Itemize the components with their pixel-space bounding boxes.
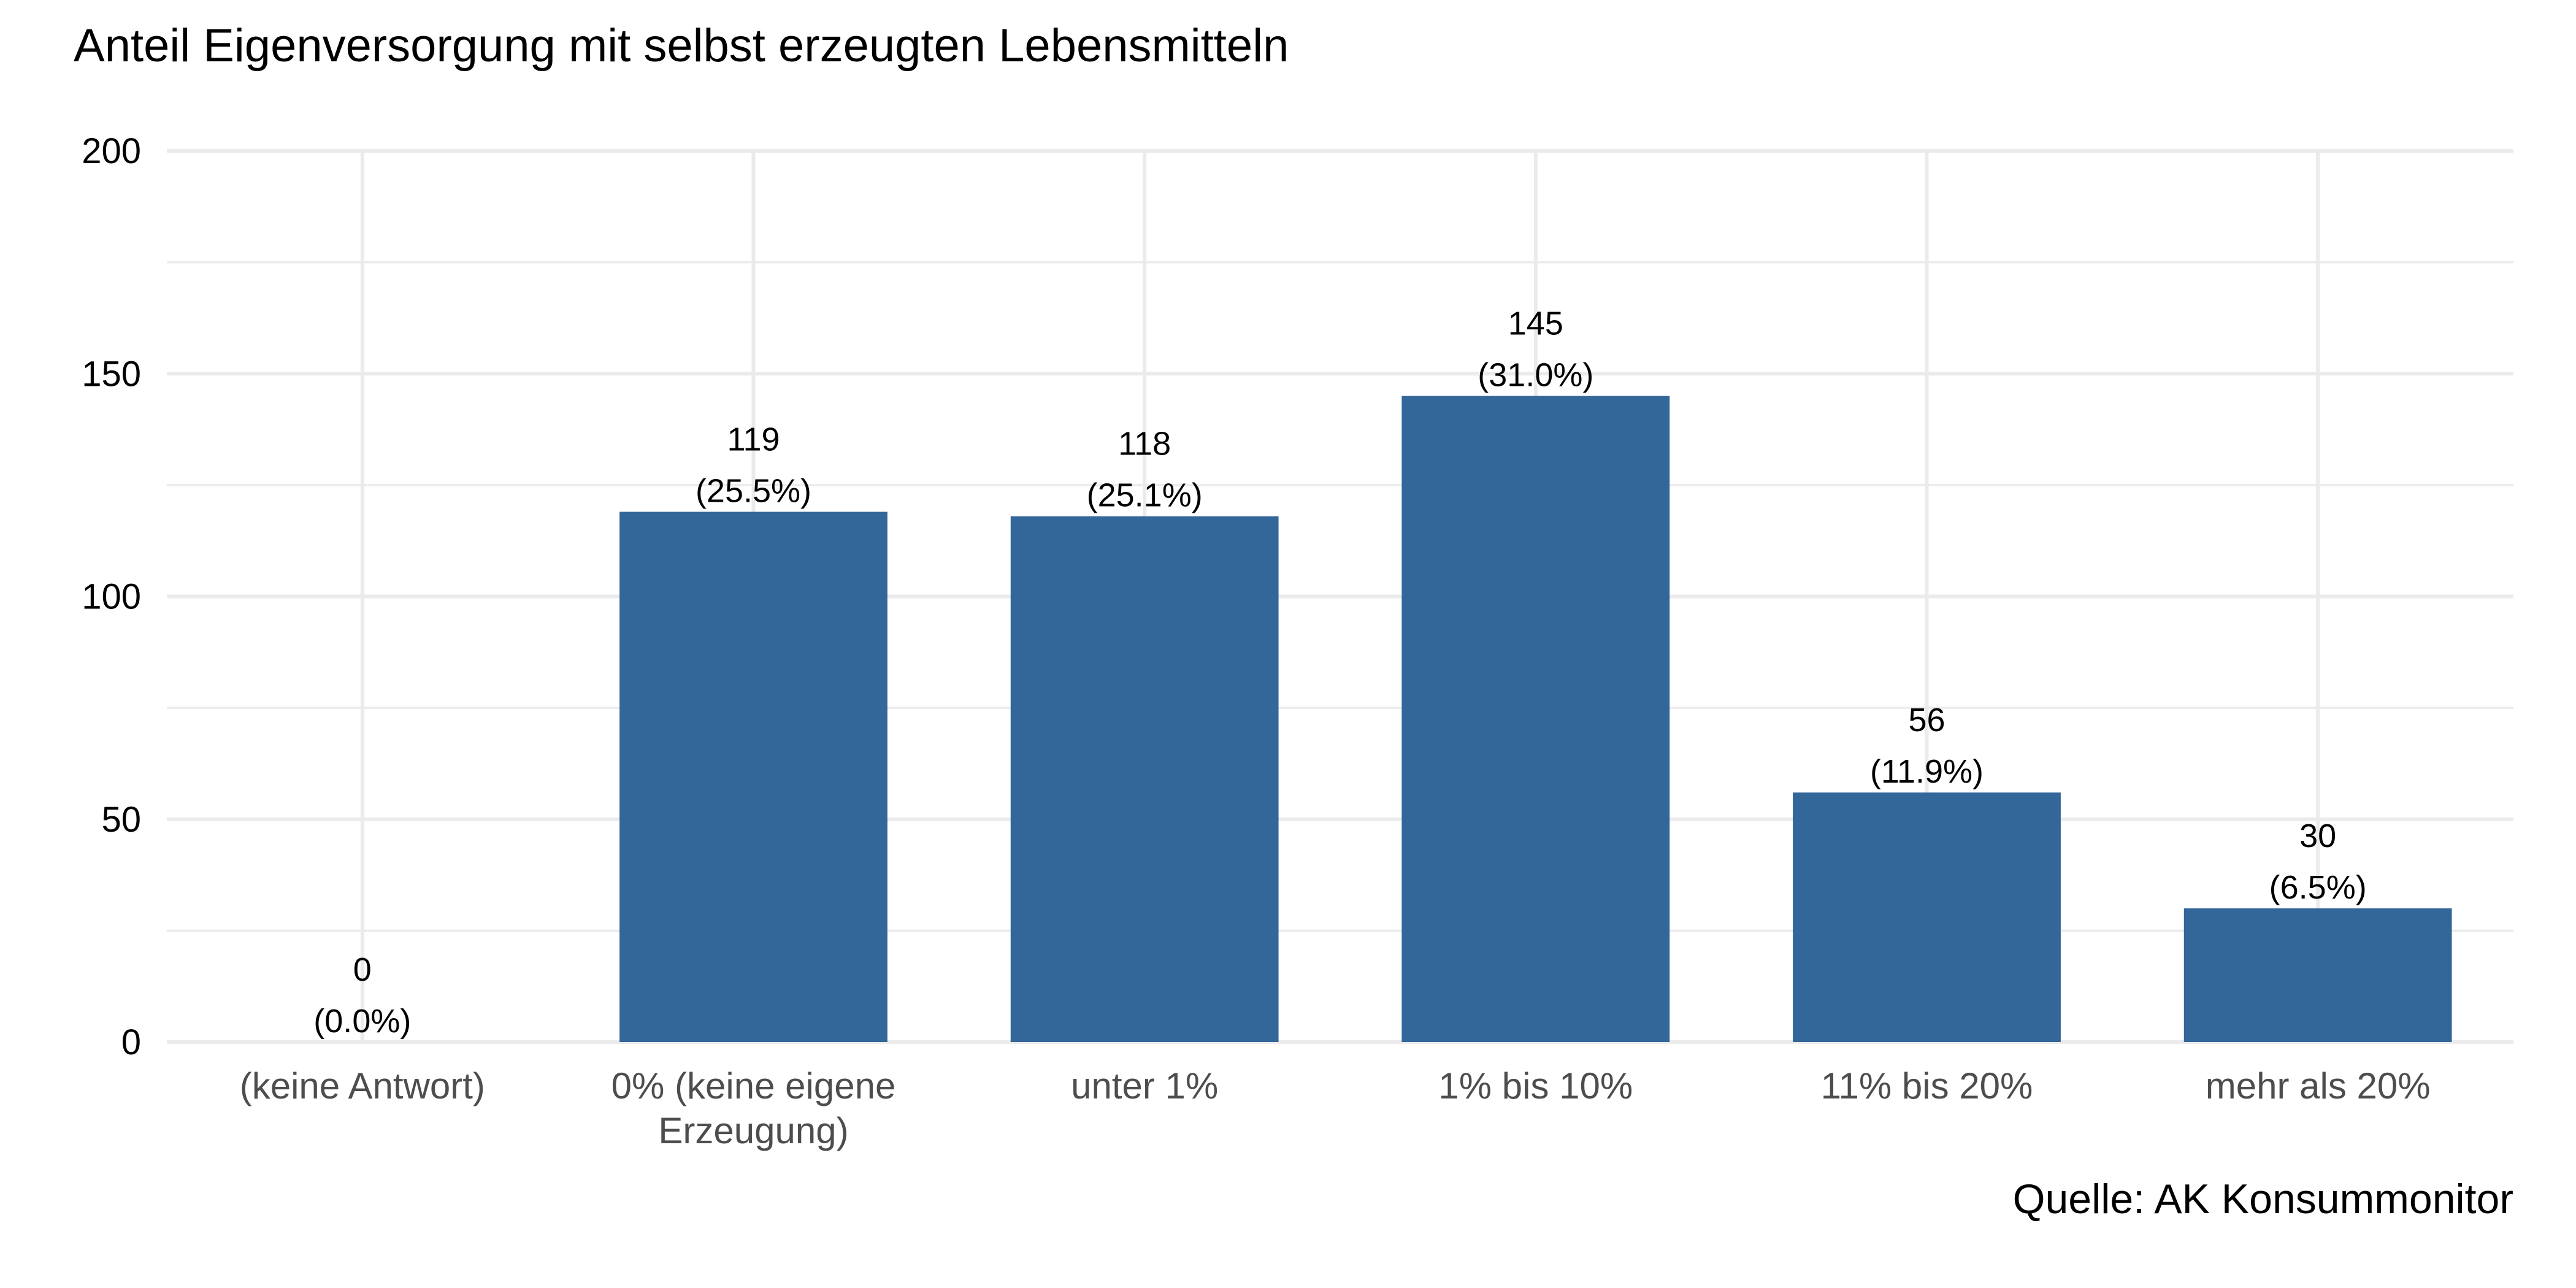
bar: [1793, 792, 2061, 1042]
data-label-percent: (31.0%): [1478, 357, 1593, 394]
x-tick-label: 1% bis 10%: [1438, 1065, 1633, 1106]
x-tick-label: mehr als 20%: [2206, 1065, 2431, 1106]
data-label-percent: (0.0%): [313, 1003, 411, 1040]
data-label-percent: (25.5%): [696, 472, 811, 509]
chart-caption: Quelle: AK Konsummonitor: [2013, 1176, 2513, 1222]
data-label-percent: (25.1%): [1087, 477, 1203, 514]
y-tick-label: 200: [82, 131, 141, 171]
x-tick-label: 11% bis 20%: [1821, 1065, 2033, 1106]
y-tick-label: 150: [82, 354, 141, 394]
data-label-percent: (6.5%): [2269, 869, 2367, 906]
data-label-count: 119: [727, 421, 780, 458]
data-label-count: 0: [353, 951, 372, 988]
x-tick-label: unter 1%: [1071, 1065, 1218, 1106]
bar: [2183, 908, 2452, 1042]
y-tick-label: 50: [101, 800, 141, 840]
data-label-percent: (11.9%): [1870, 753, 1984, 790]
data-labels: (0.0%) 0 (25.5%) 119 (25.1%) 118 (31.0%) 145 (11…: [313, 305, 2366, 1040]
bars: [619, 396, 2452, 1043]
grid: [167, 149, 2513, 1044]
bar: [619, 512, 887, 1042]
chart-title: Anteil Eigenversorgung mit selbst erzeug…: [74, 20, 1289, 72]
data-label-count: 118: [1118, 426, 1171, 462]
y-axis-ticks: 0 50 100 150 200: [82, 131, 141, 1062]
x-axis-ticks: (keine Antwort) 0% (keine eigeneErzeugung…: [240, 1065, 2431, 1151]
data-label-count: 56: [1908, 702, 1945, 738]
data-label-count: 145: [1508, 305, 1563, 342]
x-tick-label: 0% (keine eigene: [611, 1065, 896, 1106]
x-tick-label: Erzeugung): [658, 1110, 848, 1151]
x-tick-label: (keine Antwort): [240, 1065, 485, 1106]
bar: [1401, 396, 1670, 1043]
y-tick-label: 0: [121, 1022, 141, 1062]
data-label-count: 30: [2299, 818, 2336, 854]
y-tick-label: 100: [82, 577, 141, 617]
bar: [1010, 516, 1279, 1042]
